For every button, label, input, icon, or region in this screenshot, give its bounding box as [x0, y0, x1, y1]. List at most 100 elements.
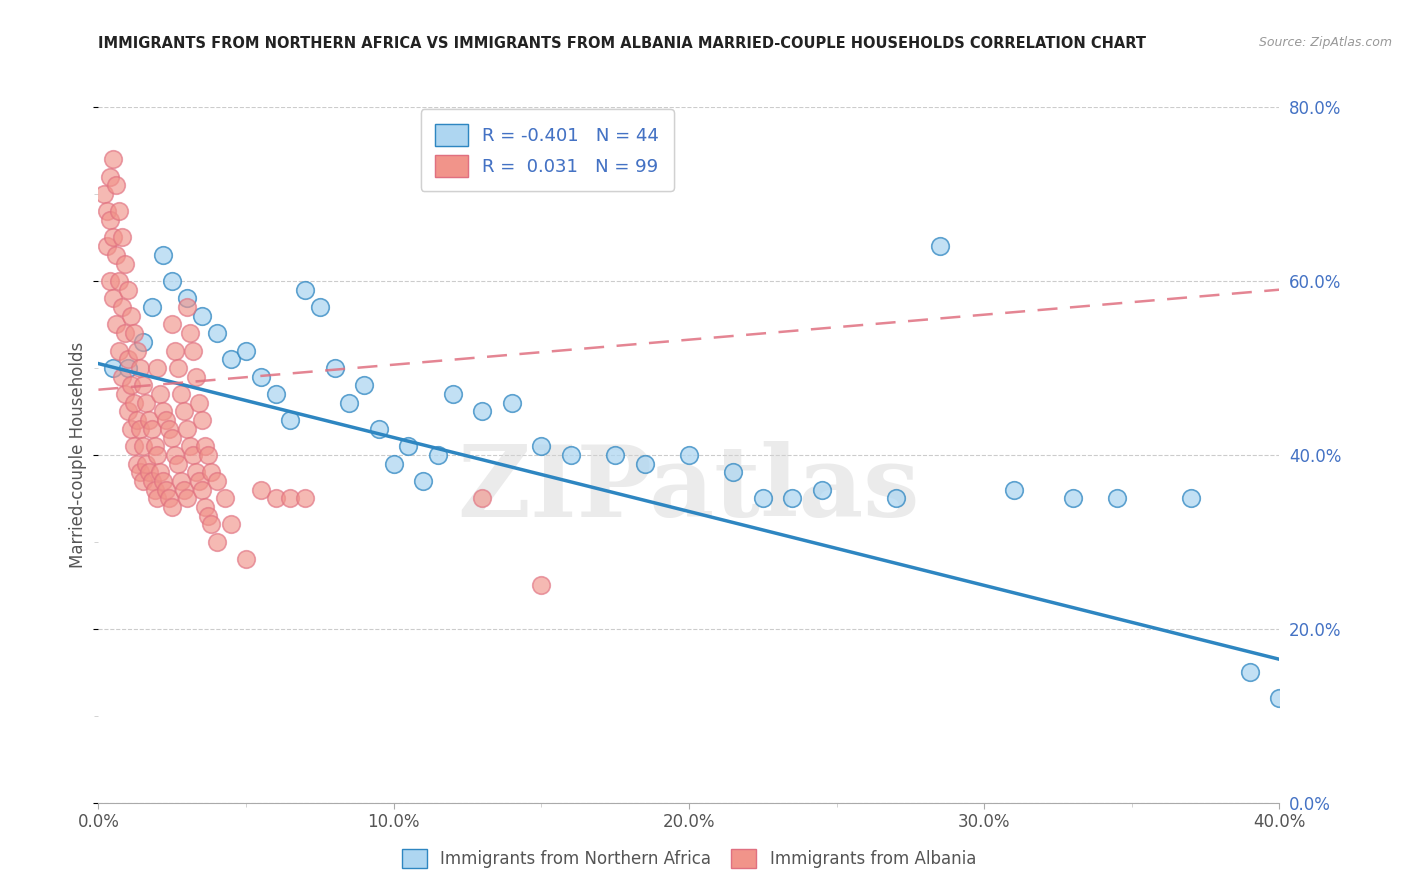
Point	[108, 274, 131, 288]
Point	[138, 466, 160, 480]
Point	[135, 457, 157, 471]
Point	[105, 178, 128, 193]
Point	[264, 387, 287, 401]
Point	[187, 396, 209, 410]
Point	[278, 491, 302, 506]
Point	[103, 230, 125, 244]
Point	[501, 396, 523, 410]
Point	[162, 500, 183, 514]
Point	[173, 404, 195, 418]
Point	[96, 204, 118, 219]
Point	[179, 326, 201, 340]
Point	[214, 491, 236, 506]
Point	[162, 318, 183, 332]
Point	[179, 439, 201, 453]
Point	[167, 457, 190, 471]
Point	[194, 500, 217, 514]
Point	[96, 239, 118, 253]
Point	[219, 517, 242, 532]
Point	[141, 422, 163, 436]
Point	[165, 343, 187, 358]
Point	[114, 326, 136, 340]
Point	[235, 343, 257, 358]
Point	[146, 360, 169, 375]
Point	[368, 422, 391, 436]
Point	[560, 448, 582, 462]
Point	[103, 291, 125, 305]
Point	[1002, 483, 1025, 497]
Point	[93, 187, 115, 202]
Point	[117, 352, 139, 367]
Point	[141, 474, 163, 488]
Point	[278, 413, 302, 427]
Point	[250, 483, 273, 497]
Point	[105, 318, 128, 332]
Point	[170, 387, 193, 401]
Point	[884, 491, 907, 506]
Point	[1180, 491, 1202, 506]
Point	[128, 422, 150, 436]
Point	[197, 448, 219, 462]
Point	[605, 448, 627, 462]
Point	[323, 360, 346, 375]
Point	[184, 466, 207, 480]
Point	[152, 474, 174, 488]
Point	[181, 448, 204, 462]
Point	[782, 491, 804, 506]
Point	[103, 152, 125, 166]
Point	[751, 491, 773, 506]
Point	[125, 343, 148, 358]
Point	[205, 474, 228, 488]
Point	[98, 213, 121, 227]
Point	[138, 413, 160, 427]
Point	[125, 457, 148, 471]
Point	[205, 534, 228, 549]
Point	[114, 387, 136, 401]
Point	[132, 334, 155, 349]
Point	[633, 457, 655, 471]
Point	[810, 483, 832, 497]
Point	[120, 309, 142, 323]
Point	[412, 474, 434, 488]
Point	[235, 552, 257, 566]
Point	[149, 387, 172, 401]
Point	[294, 491, 316, 506]
Point	[120, 422, 142, 436]
Y-axis label: Married-couple Households: Married-couple Households	[69, 342, 87, 568]
Point	[98, 169, 121, 184]
Point	[122, 439, 145, 453]
Point	[205, 326, 228, 340]
Point	[149, 466, 172, 480]
Point	[146, 491, 169, 506]
Point	[928, 239, 950, 253]
Point	[382, 457, 405, 471]
Point	[128, 360, 150, 375]
Point	[157, 491, 180, 506]
Point	[132, 474, 155, 488]
Point	[396, 439, 419, 453]
Point	[111, 300, 134, 314]
Point	[197, 508, 219, 523]
Text: ZIPatlas: ZIPatlas	[458, 442, 920, 538]
Point	[108, 343, 131, 358]
Point	[125, 413, 148, 427]
Point	[155, 483, 177, 497]
Point	[117, 360, 139, 375]
Point	[530, 578, 553, 592]
Legend: R = -0.401   N = 44, R =  0.031   N = 99: R = -0.401 N = 44, R = 0.031 N = 99	[420, 109, 673, 191]
Point	[294, 283, 316, 297]
Point	[471, 404, 494, 418]
Point	[152, 404, 174, 418]
Point	[1062, 491, 1084, 506]
Point	[1268, 691, 1291, 706]
Point	[162, 274, 183, 288]
Point	[1105, 491, 1128, 506]
Point	[471, 491, 494, 506]
Point	[132, 439, 155, 453]
Point	[170, 474, 193, 488]
Point	[176, 491, 198, 506]
Point	[114, 256, 136, 270]
Point	[441, 387, 464, 401]
Point	[530, 439, 553, 453]
Point	[122, 326, 145, 340]
